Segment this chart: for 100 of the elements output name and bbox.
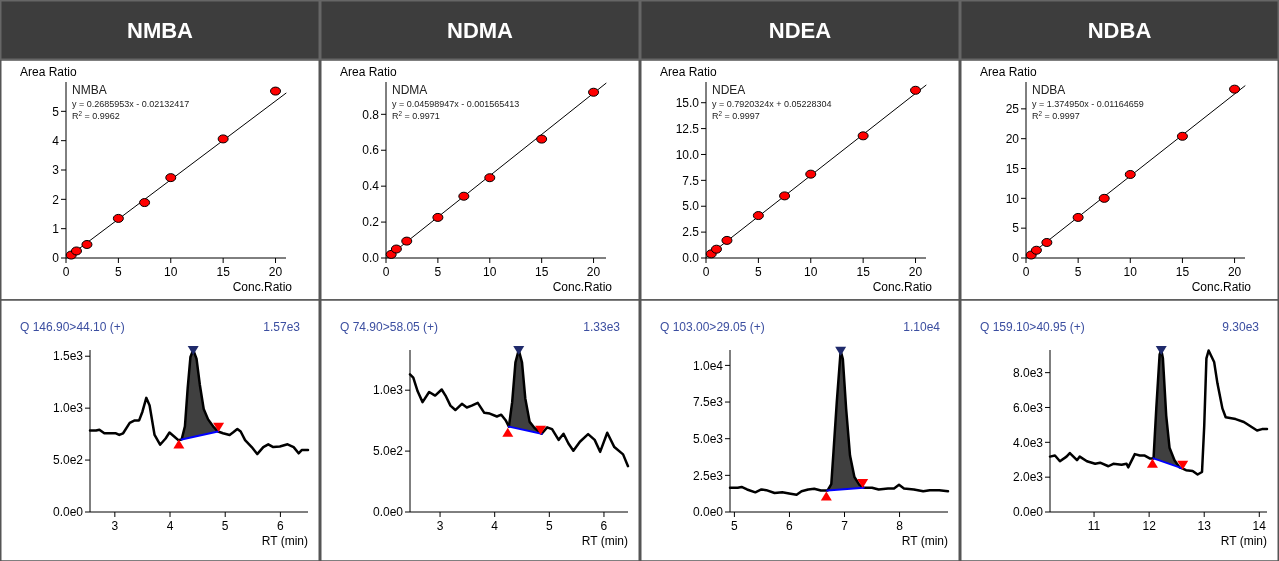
chart-title: NDMA xyxy=(447,18,514,43)
y-tick-label: 4 xyxy=(52,133,60,148)
x-tick-label: 6 xyxy=(600,519,608,533)
y-tick-label: 0.0e0 xyxy=(52,505,84,520)
y-tick-label: 0.8 xyxy=(362,107,380,122)
point xyxy=(70,246,82,256)
text: 9.30e3 xyxy=(1222,320,1260,334)
x-axis-title: RT (min) xyxy=(901,534,948,548)
annotation: NDEA xyxy=(712,83,746,97)
point xyxy=(835,346,847,356)
point xyxy=(458,191,470,201)
x-tick-label: 8 xyxy=(896,519,904,533)
x-tick-label: 6 xyxy=(277,519,285,533)
point xyxy=(1177,460,1189,470)
y-axis-title: Area Ratio xyxy=(340,65,398,79)
x-tick-label: 20 xyxy=(268,265,283,279)
y-tick-label: 25 xyxy=(1005,102,1020,117)
point xyxy=(390,244,402,254)
point xyxy=(857,478,869,488)
chart-title: NDBA xyxy=(1087,18,1152,43)
y-tick-label: 5.0 xyxy=(682,199,700,214)
y-tick-label: 1.0e4 xyxy=(692,358,724,373)
x-axis-title: RT (min) xyxy=(261,534,308,548)
y-tick-label: 7.5e3 xyxy=(692,395,724,410)
y-tick-label: 2 xyxy=(52,192,60,207)
point xyxy=(217,134,229,144)
chart-title: NMBA xyxy=(127,18,194,43)
text: 1.33e3 xyxy=(583,320,621,334)
y-axis-title: Area Ratio xyxy=(660,65,718,79)
y-tick-label: 15 xyxy=(1005,161,1020,176)
y-tick-label: 1.5e3 xyxy=(52,349,84,364)
x-tick-label: 10 xyxy=(483,265,497,279)
annotation: y = 0.2685953x - 0.02132417 xyxy=(72,99,190,109)
y-tick-label: 12.5 xyxy=(675,121,700,136)
x-tick-label: 20 xyxy=(908,265,923,279)
x-tick-label: 5 xyxy=(755,265,763,279)
chart-title: Q 74.90>58.05 (+) xyxy=(340,320,439,334)
x-tick-label: 15 xyxy=(216,265,231,279)
point xyxy=(484,173,496,183)
point xyxy=(270,86,282,96)
point xyxy=(752,211,764,221)
x-tick-label: 4 xyxy=(166,519,174,533)
point xyxy=(1030,245,1042,255)
point xyxy=(432,212,444,222)
x-tick-label: 12 xyxy=(1142,519,1157,533)
point xyxy=(513,346,525,355)
point xyxy=(1072,212,1084,222)
x-axis-title: RT (min) xyxy=(1220,534,1267,548)
point xyxy=(1229,84,1241,94)
y-tick-label: 0.0 xyxy=(362,251,380,266)
y-tick-label: 15.0 xyxy=(675,95,700,110)
annotation: R$^{2}$ = 0.9962 xyxy=(72,109,120,121)
x-tick-label: 5 xyxy=(221,519,229,533)
y-tick-label: 0.0e0 xyxy=(372,505,404,520)
y-tick-label: 6.0e3 xyxy=(1012,400,1044,415)
y-tick-label: 7.5 xyxy=(682,173,700,188)
point xyxy=(910,85,922,95)
point xyxy=(1098,193,1110,203)
annotation: NMBA xyxy=(72,83,107,97)
point xyxy=(1176,131,1188,141)
y-tick-label: 0.0e0 xyxy=(692,505,724,520)
x-tick-label: 13 xyxy=(1197,519,1212,533)
annotation: NDBA xyxy=(1032,83,1066,97)
y-tick-label: 3 xyxy=(52,163,60,178)
y-tick-label: 2.5e3 xyxy=(692,468,724,483)
point xyxy=(81,240,93,250)
x-tick-label: 10 xyxy=(804,265,818,279)
point xyxy=(1146,458,1158,468)
x-tick-label: 10 xyxy=(1123,265,1138,279)
y-tick-label: 0.6 xyxy=(362,143,380,158)
point xyxy=(173,439,185,449)
point xyxy=(721,235,733,245)
x-tick-label: 3 xyxy=(111,519,119,533)
x-tick-label: 3 xyxy=(436,519,444,533)
point xyxy=(401,236,413,246)
x-tick-label: 5 xyxy=(434,265,442,279)
chart-title: NDEA xyxy=(768,18,832,43)
y-tick-label: 20 xyxy=(1005,131,1020,146)
y-tick-label: 5.0e2 xyxy=(52,453,84,468)
point xyxy=(165,173,177,183)
point xyxy=(820,491,832,501)
point xyxy=(1124,169,1136,179)
y-tick-label: 0.0 xyxy=(682,251,700,266)
y-tick-label: 2.5 xyxy=(682,225,700,240)
x-axis-title: Conc.Ratio xyxy=(552,280,613,294)
x-tick-label: 6 xyxy=(786,519,794,533)
x-tick-label: 15 xyxy=(534,265,549,279)
point xyxy=(857,131,869,141)
point xyxy=(213,422,225,432)
annotation: NDMA xyxy=(392,83,428,97)
y-axis-title: Area Ratio xyxy=(20,65,78,79)
point xyxy=(112,213,124,223)
point xyxy=(502,427,514,437)
x-axis-title: RT (min) xyxy=(581,534,628,548)
y-tick-label: 0 xyxy=(52,251,60,266)
y-tick-label: 4.0e3 xyxy=(1012,435,1044,450)
x-tick-label: 4 xyxy=(491,519,499,533)
x-axis-title: Conc.Ratio xyxy=(1191,280,1252,294)
y-tick-label: 5 xyxy=(52,104,60,119)
y-tick-label: 5.0e2 xyxy=(372,444,404,459)
